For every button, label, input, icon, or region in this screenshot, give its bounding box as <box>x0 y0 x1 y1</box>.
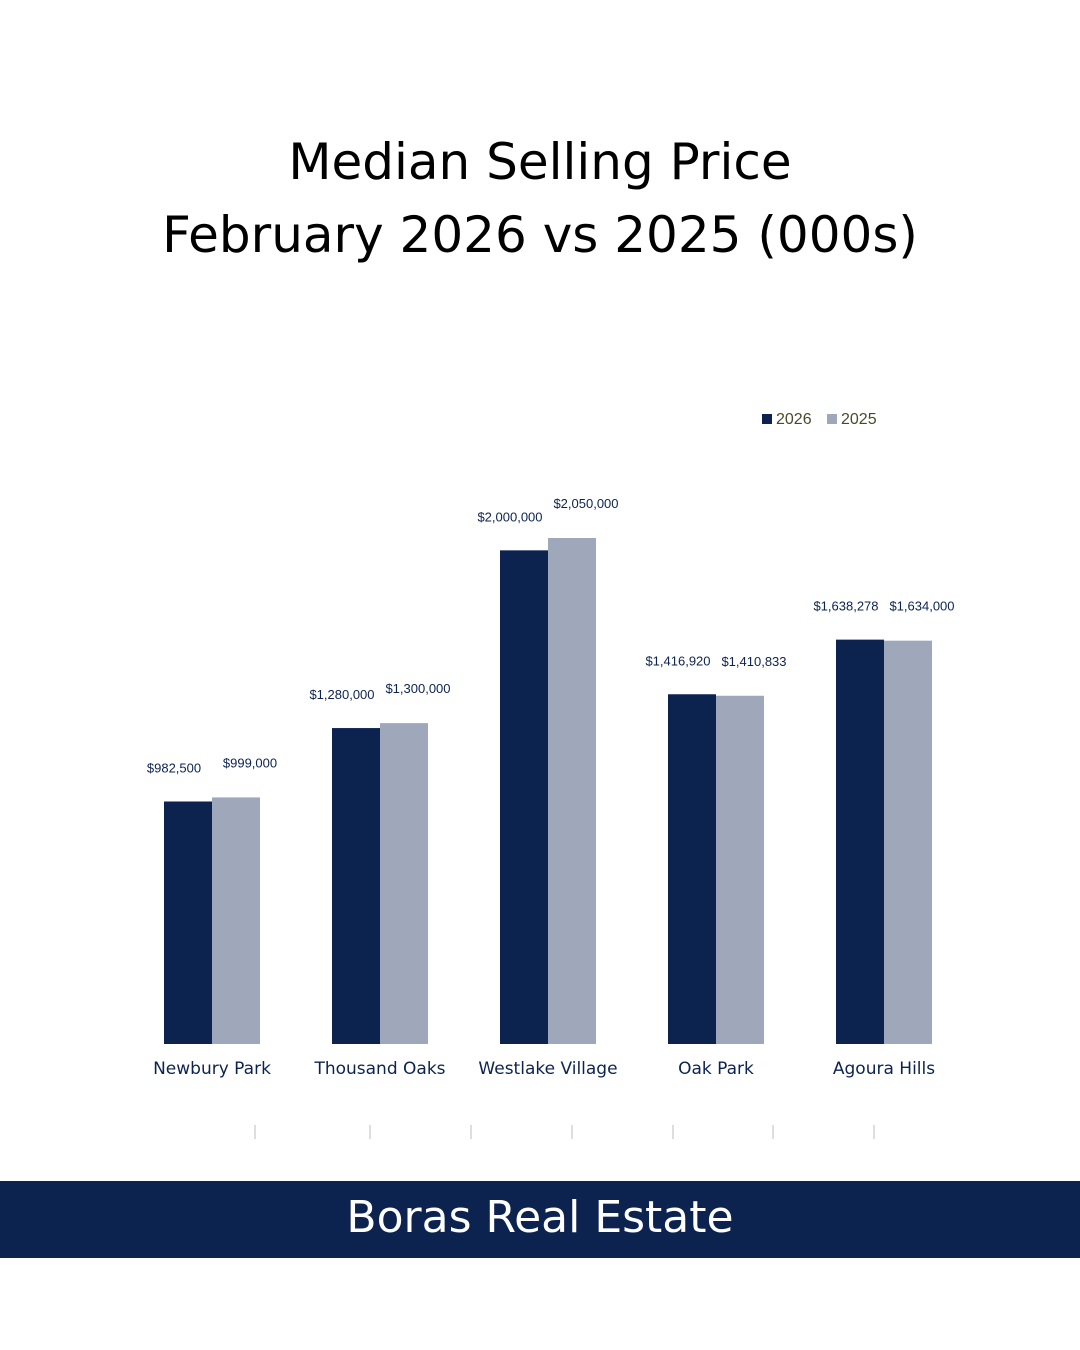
footer-bar: Boras Real Estate <box>0 1181 1080 1258</box>
bar-2025-oak-park <box>716 695 764 1044</box>
bar-2026-westlake-village <box>500 550 548 1044</box>
chart-title-line-1: Median Selling Price <box>288 133 792 191</box>
value-label-2026-westlake-village: $2,000,000 <box>477 509 542 524</box>
bar-2026-oak-park <box>668 694 716 1044</box>
bar-2026-newbury-park <box>164 801 212 1044</box>
category-label-thousand-oaks: Thousand Oaks <box>313 1059 445 1079</box>
category-labels: Newbury Park Thousand Oaks Westlake Villag… <box>153 1059 935 1079</box>
value-label-2026-thousand-oaks: $1,280,000 <box>309 687 374 702</box>
value-label-2025-westlake-village: $2,050,000 <box>553 496 618 511</box>
legend-label-2025: 2025 <box>841 411 877 428</box>
bar-chart: 2026 2025 $982,500 $999,000 $1,280,000 $1,3… <box>147 411 955 1139</box>
legend-swatch-2026 <box>762 414 772 424</box>
legend-label-2026: 2026 <box>776 411 812 428</box>
footer-brand: Boras Real Estate <box>346 1192 734 1243</box>
bar-2026-agoura-hills <box>836 639 884 1044</box>
legend-swatch-2025 <box>827 414 837 424</box>
bar-2025-thousand-oaks <box>380 723 428 1044</box>
value-label-2026-oak-park: $1,416,920 <box>645 653 710 668</box>
category-label-westlake-village: Westlake Village <box>478 1059 617 1079</box>
value-label-2026-agoura-hills: $1,638,278 <box>813 599 878 614</box>
value-labels: $982,500 $999,000 $1,280,000 $1,300,000 $2,0… <box>147 496 955 775</box>
category-label-oak-park: Oak Park <box>678 1059 754 1079</box>
value-label-2025-agoura-hills: $1,634,000 <box>889 599 954 614</box>
bar-2025-newbury-park <box>212 797 260 1044</box>
bar-2026-thousand-oaks <box>332 728 380 1044</box>
category-label-newbury-park: Newbury Park <box>153 1059 271 1079</box>
bar-2025-westlake-village <box>548 538 596 1044</box>
value-label-2025-newbury-park: $999,000 <box>223 755 277 770</box>
bar-2025-agoura-hills <box>884 640 932 1044</box>
bars <box>164 538 932 1044</box>
legend: 2026 2025 <box>762 411 877 428</box>
axis-ticks <box>254 1125 875 1139</box>
value-label-2025-thousand-oaks: $1,300,000 <box>385 681 450 696</box>
chart-title-line-2: February 2026 vs 2025 (000s) <box>162 206 918 264</box>
category-label-agoura-hills: Agoura Hills <box>833 1059 935 1079</box>
value-label-2025-oak-park: $1,410,833 <box>721 654 786 669</box>
value-label-2026-newbury-park: $982,500 <box>147 760 201 775</box>
